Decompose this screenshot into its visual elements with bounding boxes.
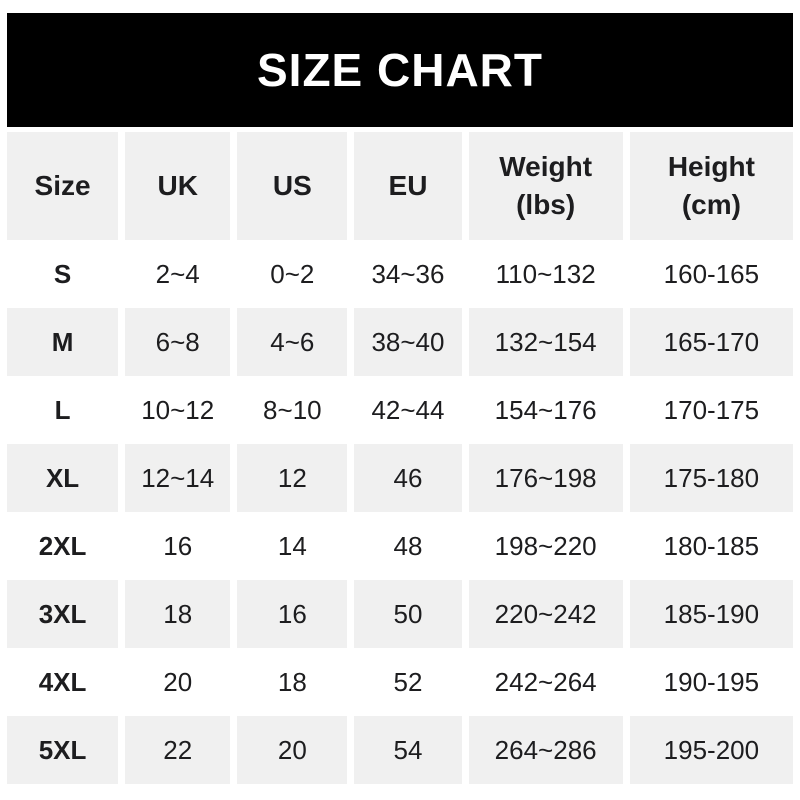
table-header: Size UK US EU Weight (lbs) Height (cm) xyxy=(7,132,793,240)
cell-uk: 10~12 xyxy=(125,376,231,444)
table-row-s: S 2~4 0~2 34~36 110~132 160-165 xyxy=(7,240,793,308)
table-row-l: L 10~12 8~10 42~44 154~176 170-175 xyxy=(7,376,793,444)
cell-eu: 50 xyxy=(354,580,462,648)
cell-size: M xyxy=(7,308,119,376)
cell-us: 16 xyxy=(237,580,348,648)
cell-size: 2XL xyxy=(7,512,119,580)
cell-eu: 34~36 xyxy=(354,240,462,308)
column-header-height-label: Height xyxy=(667,151,755,183)
cell-uk: 2~4 xyxy=(125,240,231,308)
header-row: Size UK US EU Weight (lbs) Height (cm) xyxy=(7,132,793,240)
table-row-5xl: 5XL 22 20 54 264~286 195-200 xyxy=(7,716,793,784)
cell-uk: 22 xyxy=(125,716,231,784)
column-header-size: Size xyxy=(7,132,119,240)
column-header-weight-unit: (lbs) xyxy=(516,189,576,220)
cell-uk: 20 xyxy=(125,648,231,716)
cell-us: 12 xyxy=(237,444,348,512)
table-row-xl: XL 12~14 12 46 176~198 175-180 xyxy=(7,444,793,512)
cell-uk: 6~8 xyxy=(125,308,231,376)
table-row-m: M 6~8 4~6 38~40 132~154 165-170 xyxy=(7,308,793,376)
column-header-weight: Weight (lbs) xyxy=(468,132,623,240)
cell-weight: 110~132 xyxy=(468,240,623,308)
cell-weight: 154~176 xyxy=(468,376,623,444)
cell-weight: 264~286 xyxy=(468,716,623,784)
cell-size: 5XL xyxy=(7,716,119,784)
column-header-uk-label: UK xyxy=(157,170,198,202)
cell-height: 175-180 xyxy=(629,444,793,512)
table-row-3xl: 3XL 18 16 50 220~242 185-190 xyxy=(7,580,793,648)
cell-uk: 12~14 xyxy=(125,444,231,512)
cell-height: 185-190 xyxy=(629,580,793,648)
cell-eu: 48 xyxy=(354,512,462,580)
cell-height: 165-170 xyxy=(629,308,793,376)
cell-height: 180-185 xyxy=(629,512,793,580)
column-header-weight-label: Weight xyxy=(499,151,593,183)
cell-size: 3XL xyxy=(7,580,119,648)
cell-size: S xyxy=(7,240,119,308)
cell-us: 20 xyxy=(237,716,348,784)
cell-weight: 198~220 xyxy=(468,512,623,580)
column-header-us-label: US xyxy=(272,170,312,202)
cell-height: 190-195 xyxy=(629,648,793,716)
cell-height: 160-165 xyxy=(629,240,793,308)
table-row-2xl: 2XL 16 14 48 198~220 180-185 xyxy=(7,512,793,580)
cell-us: 14 xyxy=(237,512,348,580)
column-header-size-label: Size xyxy=(34,170,91,202)
cell-weight: 242~264 xyxy=(468,648,623,716)
cell-height: 195-200 xyxy=(629,716,793,784)
column-header-uk: UK xyxy=(125,132,231,240)
cell-weight: 176~198 xyxy=(468,444,623,512)
cell-eu: 38~40 xyxy=(354,308,462,376)
size-chart-banner: SIZE CHART xyxy=(7,13,793,127)
cell-uk: 16 xyxy=(125,512,231,580)
cell-eu: 42~44 xyxy=(354,376,462,444)
cell-weight: 220~242 xyxy=(468,580,623,648)
column-header-us: US xyxy=(237,132,348,240)
cell-eu: 54 xyxy=(354,716,462,784)
cell-us: 4~6 xyxy=(237,308,348,376)
cell-eu: 46 xyxy=(354,444,462,512)
cell-us: 0~2 xyxy=(237,240,348,308)
cell-uk: 18 xyxy=(125,580,231,648)
cell-us: 8~10 xyxy=(237,376,348,444)
table-body: S 2~4 0~2 34~36 110~132 160-165 M 6~8 4~… xyxy=(7,240,793,784)
column-header-eu-label: EU xyxy=(388,170,428,202)
cell-eu: 52 xyxy=(354,648,462,716)
cell-size: L xyxy=(7,376,119,444)
cell-size: 4XL xyxy=(7,648,119,716)
column-header-height-unit: (cm) xyxy=(681,189,741,220)
cell-weight: 132~154 xyxy=(468,308,623,376)
size-chart-table: Size UK US EU Weight (lbs) Height (cm) S… xyxy=(0,132,800,784)
column-header-eu: EU xyxy=(354,132,462,240)
cell-size: XL xyxy=(7,444,119,512)
page-title: SIZE CHART xyxy=(257,44,543,96)
table-row-4xl: 4XL 20 18 52 242~264 190-195 xyxy=(7,648,793,716)
cell-height: 170-175 xyxy=(629,376,793,444)
column-header-height: Height (cm) xyxy=(629,132,793,240)
cell-us: 18 xyxy=(237,648,348,716)
